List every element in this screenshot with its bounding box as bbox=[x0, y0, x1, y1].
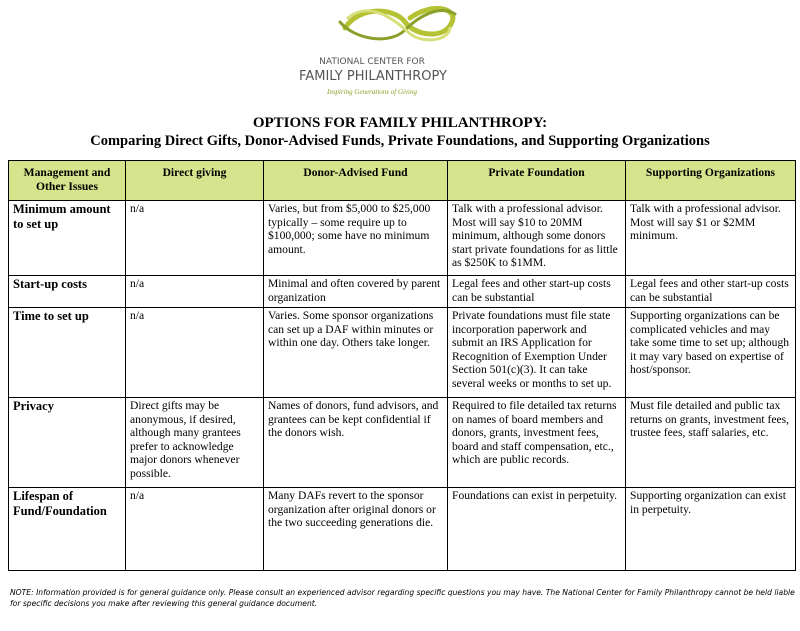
table-body: Minimum amount to set up n/a Varies, but f… bbox=[8, 200, 796, 571]
table-cell: Foundations can exist in perpetuity. bbox=[447, 487, 626, 571]
table-cell: Varies, but from $5,000 to $25,000 typic… bbox=[263, 200, 448, 276]
table-cell: Supporting organization can exist in per… bbox=[625, 487, 796, 571]
column-header: Private Foundation bbox=[447, 160, 626, 201]
logo-tagline: Inspiring Generations of Giving bbox=[326, 88, 418, 96]
logo-swirl bbox=[338, 5, 457, 42]
logo: NATIONAL CENTER FOR FAMILY PHILANTHROPY … bbox=[299, 5, 457, 96]
table-cell: Must file detailed and public tax return… bbox=[625, 397, 796, 488]
table-cell: n/a bbox=[125, 200, 264, 276]
table-cell: Legal fees and other start-up costs can … bbox=[625, 275, 796, 308]
row-label: Time to set up bbox=[8, 307, 126, 398]
table-cell: Direct gifts may be anonymous, if desire… bbox=[125, 397, 264, 488]
table-row: Lifespan of Fund/Foundation n/a Many DAFs … bbox=[8, 487, 796, 571]
table-row: Minimum amount to set up n/a Varies, but f… bbox=[8, 200, 796, 276]
column-header: Management and Other Issues bbox=[8, 160, 126, 201]
row-label: Privacy bbox=[8, 397, 126, 488]
table-cell: Private foundations must file state inco… bbox=[447, 307, 626, 398]
table-cell: n/a bbox=[125, 275, 264, 308]
row-label: Lifespan of Fund/Foundation bbox=[8, 487, 126, 571]
table-cell: Many DAFs revert to the sponsor organiza… bbox=[263, 487, 448, 571]
table-row: Privacy Direct gifts may be anonymous, if… bbox=[8, 397, 796, 488]
column-header: Direct giving bbox=[125, 160, 264, 201]
subtitle: Comparing Direct Gifts, Donor-Advised Fu… bbox=[90, 133, 710, 149]
table-cell: Supporting organizations can be complica… bbox=[625, 307, 796, 398]
table-cell: Required to file detailed tax returns on… bbox=[447, 397, 626, 488]
header-row: Management and Other Issues Direct giving… bbox=[8, 160, 796, 201]
comparison-table: Management and Other Issues Direct giving… bbox=[8, 160, 796, 571]
logo-line1: NATIONAL CENTER FOR bbox=[319, 57, 425, 67]
table-cell: Talk with a professional advisor. Most w… bbox=[625, 200, 796, 276]
row-label: Minimum amount to set up bbox=[8, 200, 126, 276]
column-header: Supporting Organizations bbox=[625, 160, 796, 201]
table-row: Start-up costs n/a Minimal and often cover… bbox=[8, 275, 796, 308]
table-cell: n/a bbox=[125, 487, 264, 571]
table-cell: Talk with a professional advisor. Most w… bbox=[447, 200, 626, 276]
row-label: Start-up costs bbox=[8, 275, 126, 308]
table-cell: n/a bbox=[125, 307, 264, 398]
table-cell: Varies. Some sponsor organizations can s… bbox=[263, 307, 448, 398]
table-cell: Legal fees and other start-up costs can … bbox=[447, 275, 626, 308]
table-row: Time to set up n/a Varies. Some sponsor or… bbox=[8, 307, 796, 398]
note: NOTE: Information provided is for genera… bbox=[10, 588, 795, 608]
table-cell: Minimal and often covered by parent orga… bbox=[263, 275, 448, 308]
table-cell: Names of donors, fund advisors, and gran… bbox=[263, 397, 448, 488]
column-header: Donor-Advised Fund bbox=[263, 160, 448, 201]
title: OPTIONS FOR FAMILY PHILANTHROPY: bbox=[252, 115, 548, 131]
logo-line2: FAMILY PHILANTHROPY bbox=[299, 69, 447, 84]
